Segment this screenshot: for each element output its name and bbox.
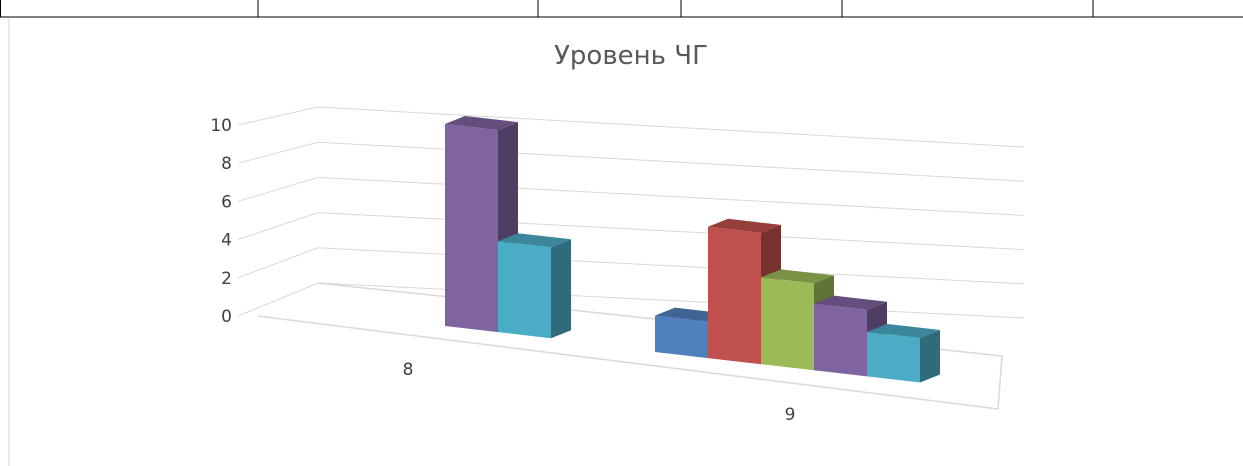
- bar-top: [867, 323, 940, 339]
- bar-side: [551, 239, 571, 339]
- side-gridline: [237, 282, 319, 317]
- bar-top: [761, 269, 834, 284]
- y-tick-label: 2: [221, 269, 232, 289]
- side-gridline: [237, 247, 319, 279]
- bar: [498, 241, 551, 339]
- x-tick-label: 8: [403, 360, 414, 380]
- bar-side: [920, 330, 940, 383]
- gridline: [317, 282, 1025, 319]
- bar-top: [708, 218, 781, 233]
- bar: [655, 315, 708, 359]
- bar: [867, 331, 920, 383]
- x-axis-ticks: 89: [403, 360, 796, 425]
- y-axis-ticks: 0 2 4 6 8 10: [210, 116, 232, 327]
- y-tick-label: 8: [221, 154, 232, 174]
- bar-top: [814, 295, 887, 310]
- bar: [814, 303, 867, 377]
- gridline: [317, 141, 1025, 182]
- bars: [445, 116, 940, 383]
- side-gridline: [237, 176, 319, 202]
- side-gridline: [237, 141, 319, 164]
- bar: [445, 124, 498, 333]
- bar-top: [445, 116, 518, 131]
- gridline: [317, 106, 1025, 148]
- bar: [761, 277, 814, 371]
- gridline: [317, 247, 1025, 285]
- side-gridline: [237, 106, 319, 126]
- side-gridline: [237, 212, 319, 241]
- y-tick-label: 0: [221, 307, 232, 327]
- y-tick-label: 6: [221, 192, 232, 212]
- bar: [708, 226, 761, 365]
- y-tick-label: 4: [221, 231, 232, 251]
- y-tick-label: 10: [210, 116, 232, 136]
- table-border-strip: [0, 0, 1243, 18]
- chart-title: Уровень ЧГ: [554, 41, 708, 71]
- bar-top: [498, 233, 571, 248]
- x-tick-label: 9: [785, 405, 796, 425]
- gridline: [317, 212, 1025, 251]
- gridlines: [237, 106, 1025, 319]
- gridline: [317, 176, 1025, 216]
